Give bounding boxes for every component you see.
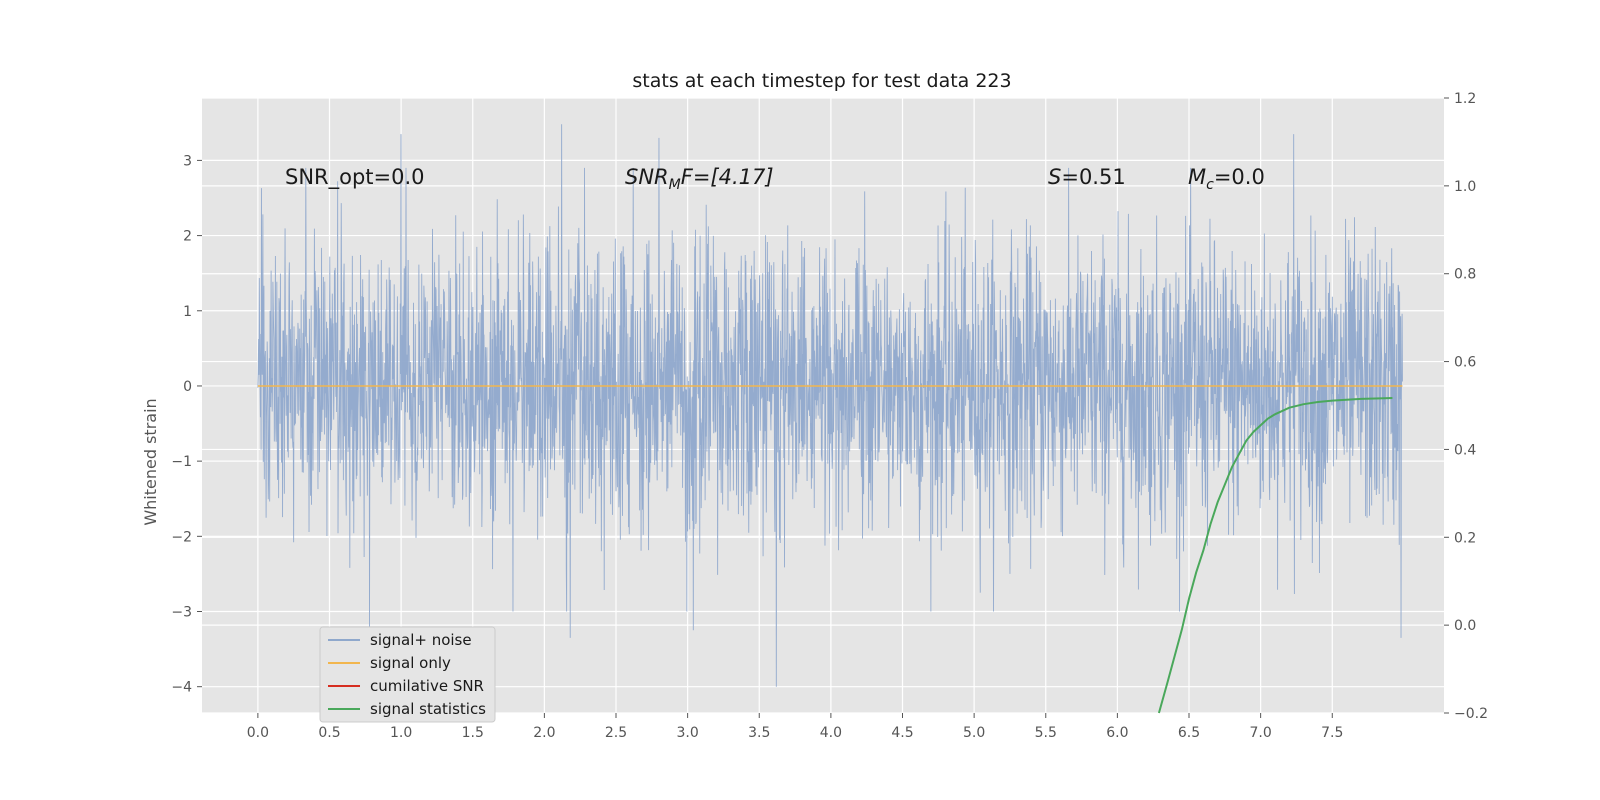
axes: 0.0 0.5 1.0 1.5 2.0 2.5 3.0 3.5 4.0 4.5 5.0 5.5 6.0 6… [171,91,1488,741]
y2-tick-label: 0.6 [1454,355,1476,371]
y-tick-label: −3 [171,605,192,621]
y2-tick-label: 1.2 [1454,91,1476,107]
annotation-snr-mf-rest: F=[4.17] [681,165,774,189]
y2-tick-label: 0.2 [1454,530,1476,546]
x-tick-label: 1.5 [462,725,484,741]
annotation-mc-main: M [1188,165,1206,189]
series-signal-noise-line [257,124,1403,687]
annotation-snr-mf: SNRMF=[4.17] [625,165,774,193]
y2-tick-label: 0.8 [1454,267,1476,283]
y2-tick-label: 1.0 [1454,179,1476,195]
x-tick-label: 2.0 [533,725,555,741]
series-signal-noise [257,124,1403,687]
y-tick-label: 1 [183,304,192,320]
annotation-mc-value: =0.0 [1214,165,1265,189]
y-tick-label: 0 [183,379,192,395]
annotation-s-value: =0.51 [1061,165,1125,189]
legend-item-signal-statistics: signal statistics [328,700,486,718]
annotations: SNR_opt=0.0 SNRMF=[4.17] S=0.51 Mc=0.0 [285,165,1265,193]
x-tick-label: 5.5 [1035,725,1057,741]
y-tick-label: 3 [183,153,192,169]
y2-tick-label: −0.2 [1454,706,1488,722]
x-tick-label: 0.0 [247,725,269,741]
y2-tick-label: 0.4 [1454,442,1476,458]
annotation-mc-sub: c [1206,177,1214,193]
series-signal-statistics-line [1157,397,1393,714]
y-axis-label: Whitened strain [141,398,160,525]
y-tick-label: 2 [183,229,192,245]
annotation-s: S=0.51 [1048,165,1126,189]
legend-item-signal-noise: signal+ noise [328,631,472,649]
x-tick-label: 6.5 [1178,725,1200,741]
x-tick-label: 7.5 [1321,725,1343,741]
legend-item-signal-only: signal only [328,654,451,672]
annotation-snr-mf-sub: M [669,177,681,193]
x-tick-label: 7.0 [1250,725,1272,741]
legend-label-signal-only: signal only [370,654,451,672]
x-tick-label: 2.5 [605,725,627,741]
y-tick-label: −1 [171,454,192,470]
legend: signal+ noise signal only cumilative SNR… [319,626,496,723]
annotation-s-main: S [1048,165,1061,189]
annotation-snr-opt: SNR_opt=0.0 [285,165,425,190]
x-tick-label: 1.0 [390,725,412,741]
legend-label-signal-noise: signal+ noise [370,631,472,649]
x-tick-label: 3.0 [676,725,698,741]
legend-box [319,626,496,723]
x-tick-label: 5.0 [963,725,985,741]
chart-title: stats at each timestep for test data 223 [632,70,1011,92]
y-tick-label: −2 [171,529,192,545]
annotation-snr-mf-main: SNR [625,165,669,189]
x-tick-label: 6.0 [1106,725,1128,741]
x-tick-label: 0.5 [318,725,340,741]
x-tick-label: 4.5 [891,725,913,741]
y2-tick-label: 0.0 [1454,618,1476,634]
y-tick-label: −4 [171,680,192,696]
legend-label-signal-statistics: signal statistics [370,700,486,718]
x-tick-label: 3.5 [748,725,770,741]
x-tick-label: 4.0 [820,725,842,741]
legend-label-cumilative-snr: cumilative SNR [370,677,484,695]
legend-item-cumilative-snr: cumilative SNR [328,677,484,695]
annotation-mc: Mc=0.0 [1188,165,1265,193]
